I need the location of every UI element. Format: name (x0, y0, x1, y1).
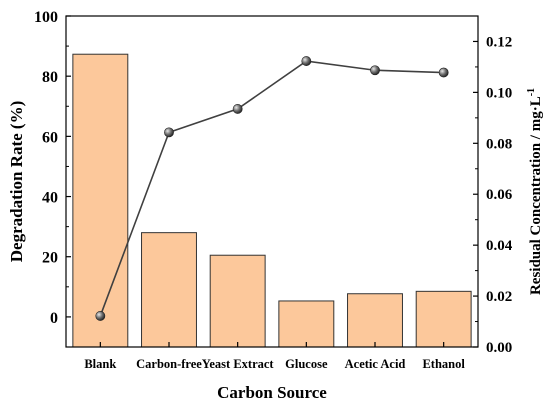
y-tick-label: 0 (50, 310, 58, 327)
y2-axis-title-superscript: -1 (526, 88, 537, 96)
bar-series (72, 53, 472, 348)
y-tick-label: 80 (42, 69, 58, 86)
y2-tick-label: 0.00 (486, 340, 512, 356)
line-point-yeast-extract (232, 104, 243, 114)
y-axis-title: Degradation Rate (%) (7, 101, 26, 262)
x-axis-ticks: Blank Carbon-free Yeast Extract Glucose Acet… (84, 342, 465, 371)
line-point-ethanol (438, 67, 449, 78)
y2-tick-label: 0.12 (486, 34, 512, 50)
x-tick-label: Blank (84, 357, 116, 371)
x-axis-title: Carbon Source (217, 383, 327, 402)
x-tick-label: Acetic Acid (345, 357, 406, 371)
y-tick-label: 20 (42, 250, 58, 267)
right-axis-ticks: 0.00 0.02 0.04 0.06 0.08 0.10 0.12 (473, 34, 513, 356)
y-tick-label: 40 (42, 190, 58, 207)
y2-tick-label: 0.04 (486, 238, 513, 254)
y2-axis-title: Residual Concentration / mg·L-1 (526, 88, 544, 295)
line-point-acetic-acid (370, 65, 380, 76)
left-axis-ticks: 0 20 40 60 80 100 (34, 9, 71, 348)
x-tick-label: Yeast Extract (202, 357, 275, 371)
bar-blank (72, 53, 129, 348)
y2-tick-label: 0.06 (486, 187, 513, 203)
bar-acetic-acid (347, 293, 403, 348)
residual-line (99, 60, 444, 317)
line-point-blank (95, 311, 106, 321)
line-point-carbon-free (164, 127, 174, 138)
bar-ethanol (415, 290, 472, 348)
line-point-glucose (301, 56, 312, 66)
x-tick-label: Glucose (285, 357, 328, 371)
line-series (95, 56, 449, 321)
y-tick-label: 60 (42, 129, 58, 146)
bar-carbon-free (141, 232, 197, 348)
y2-tick-label: 0.10 (486, 85, 512, 101)
y-tick-label: 100 (34, 9, 58, 26)
bar-glucose (278, 300, 335, 348)
plot-frame (65, 15, 479, 348)
y2-axis-title-text: Residual Concentration / mg·L (528, 96, 544, 295)
y2-tick-label: 0.02 (486, 289, 512, 305)
y2-tick-label: 0.08 (486, 136, 512, 152)
x-tick-label: Ethanol (422, 357, 465, 371)
x-tick-label: Carbon-free (136, 357, 202, 371)
bar-yeast-extract (209, 254, 266, 348)
